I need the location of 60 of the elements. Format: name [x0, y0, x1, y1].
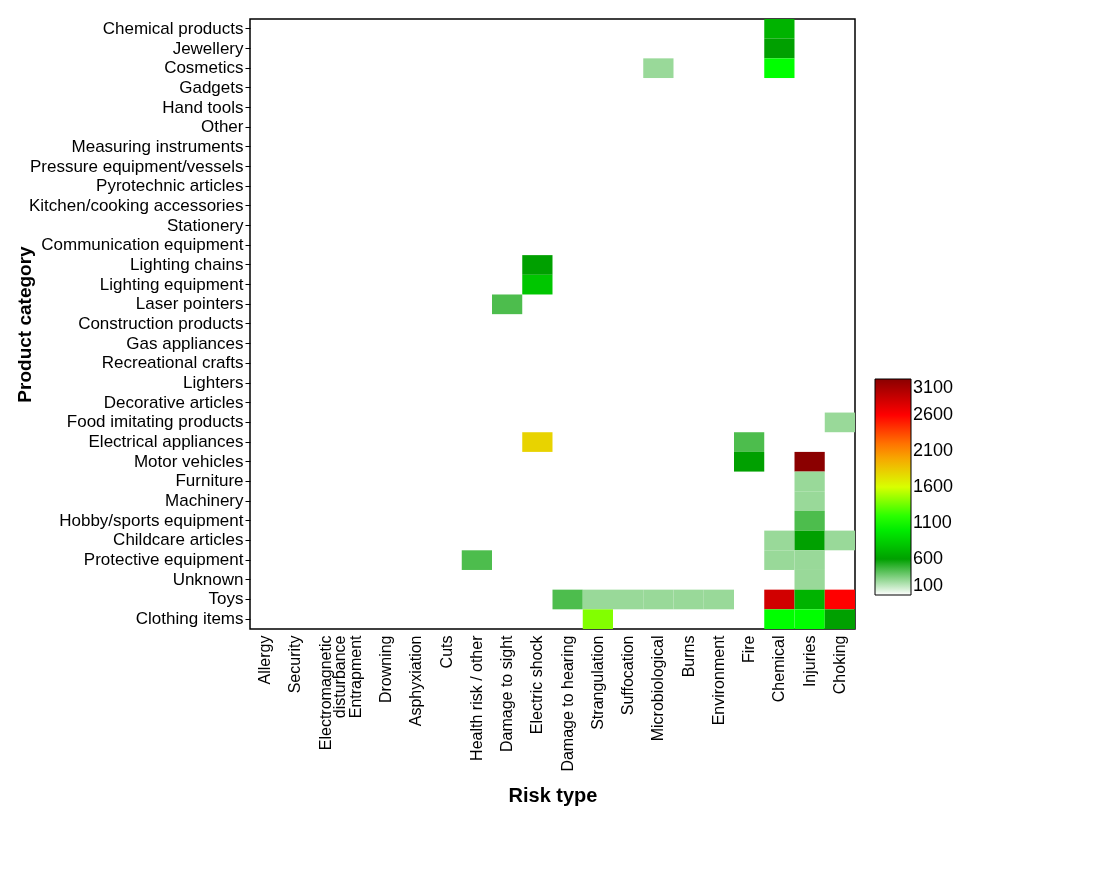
y-axis-title: Product category — [13, 245, 35, 403]
x-tick-label: Damage to sight — [498, 634, 516, 753]
y-tick-label: Measuring instruments — [71, 136, 244, 156]
y-tick-label: Gas appliances — [126, 333, 244, 353]
y-tick-label: Recreational crafts — [101, 353, 244, 373]
y-tick-label: Unknown — [172, 569, 244, 589]
x-tick-label: Entrapment — [346, 634, 364, 719]
x-tick-label: Injuries — [800, 635, 818, 688]
y-tick-label: Cosmetics — [164, 58, 244, 78]
y-tick-label: Other — [200, 117, 244, 137]
x-tick-label: Microbiological — [649, 635, 667, 742]
x-tick-label: Chemical — [770, 635, 788, 703]
x-tick-label: Environment — [709, 634, 727, 726]
color-bar-label: 2600 — [913, 404, 954, 424]
y-tick-label: Machinery — [165, 491, 244, 511]
color-bar-label: 100 — [913, 575, 944, 595]
x-tick-label: Drowning — [377, 635, 395, 704]
color-bar-label: 3100 — [913, 377, 954, 397]
y-tick-label: Furniture — [175, 471, 244, 491]
color-bar-label: 1600 — [913, 476, 954, 496]
y-tick-label: Gadgets — [179, 77, 244, 97]
x-tick-label: Asphyxiation — [407, 635, 425, 727]
y-tick-label: Stationery — [166, 215, 244, 235]
y-tick-label: Protective equipment — [83, 550, 244, 570]
y-tick-label: Childcare articles — [113, 530, 244, 550]
x-tick-label: Damage to hearing — [558, 635, 576, 772]
x-tick-label: Electric shock — [528, 634, 546, 735]
y-tick-label: Laser pointers — [135, 294, 244, 314]
y-tick-label: Hand tools — [162, 97, 244, 117]
y-tick-label: Motor vehicles — [133, 451, 244, 471]
x-tick-label: Allergy — [256, 635, 274, 685]
y-tick-label: Toys — [208, 589, 244, 609]
color-bar-label: 1100 — [913, 512, 952, 532]
y-tick-label: Food imitating products — [66, 412, 244, 432]
y-tick-label: Communication equipment — [41, 235, 244, 255]
x-tick-label: Cuts — [437, 635, 455, 669]
x-tick-label: Health risk / other — [467, 634, 485, 761]
y-tick-label: Lighting equipment — [99, 274, 244, 294]
x-tick-label: Burns — [679, 635, 697, 678]
y-tick-label: Electrical appliances — [88, 432, 244, 452]
x-tick-label: Security — [286, 635, 304, 694]
x-tick-label: Electromagnetic disturbance — [316, 635, 348, 751]
y-tick-label: Hobby/sports equipment — [59, 510, 244, 530]
y-tick-label: Lighting chains — [130, 254, 244, 274]
y-tick-label: Kitchen/cooking accessories — [28, 195, 244, 215]
y-tick-label: Construction products — [78, 314, 244, 333]
y-tick-label: Decorative articles — [103, 392, 244, 412]
y-tick-label: Pyrotechnic articles — [96, 176, 244, 196]
y-tick-label: Clothing items — [135, 609, 244, 629]
x-tick-label: Strangulation — [588, 635, 606, 730]
y-tick-label: Jewellery — [172, 38, 244, 58]
y-tick-label: Chemical products — [102, 18, 244, 38]
x-tick-label: Fire — [740, 635, 758, 664]
color-bar-label: 2100 — [913, 440, 954, 460]
x-axis-title: Risk type — [508, 783, 598, 806]
color-bar-label: 600 — [913, 548, 944, 568]
y-tick-label: Lighters — [183, 373, 244, 393]
x-tick-label: Suffocation — [619, 635, 637, 716]
x-tick-label: Choking — [830, 635, 848, 695]
y-tick-label: Pressure equipment/vessels — [29, 156, 244, 176]
